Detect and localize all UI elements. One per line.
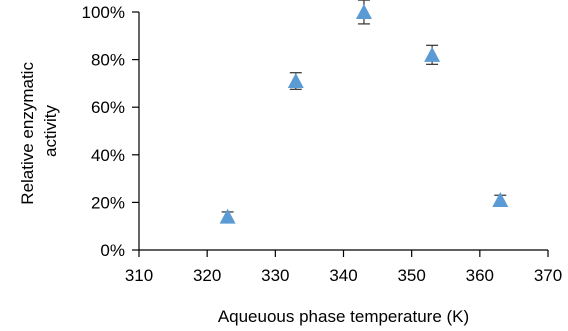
- y-axis-title: Relative enzymatic activity: [18, 57, 60, 204]
- x-tick-label: 360: [466, 266, 494, 285]
- y-tick-label: 0%: [100, 241, 125, 260]
- x-tick-label: 340: [329, 266, 357, 285]
- y-tick-label: 20%: [91, 193, 125, 212]
- x-tick-label: 310: [125, 266, 153, 285]
- y-axis-title-line-2: activity: [41, 105, 60, 157]
- data-point: [492, 192, 509, 208]
- triangle-marker: [219, 208, 236, 224]
- x-tick-label: 350: [397, 266, 425, 285]
- y-tick-label: 60%: [91, 98, 125, 117]
- data-point: [219, 208, 236, 224]
- triangle-marker: [355, 4, 372, 19]
- y-axis-title-line-1: Relative enzymatic: [18, 62, 37, 205]
- x-axis-title: Aqueuous phase temperature (K): [218, 307, 469, 326]
- y-tick-label: 80%: [91, 51, 125, 70]
- axes: 310 320 330 340 350 360 370 0% 20% 40% 60% 80% 100%: [82, 3, 563, 285]
- triangle-marker: [287, 73, 304, 89]
- y-tick-label: 100%: [82, 3, 125, 22]
- data-marks: [219, 0, 509, 224]
- triangle-marker: [424, 46, 441, 62]
- data-point: [424, 44, 441, 66]
- x-tick-label: 330: [261, 266, 289, 285]
- y-tick-label: 40%: [91, 146, 125, 165]
- data-point: [287, 72, 304, 90]
- x-tick-label: 320: [193, 266, 221, 285]
- triangle-marker: [492, 192, 509, 208]
- data-point: [355, 0, 372, 25]
- x-tick-label: 370: [534, 266, 562, 285]
